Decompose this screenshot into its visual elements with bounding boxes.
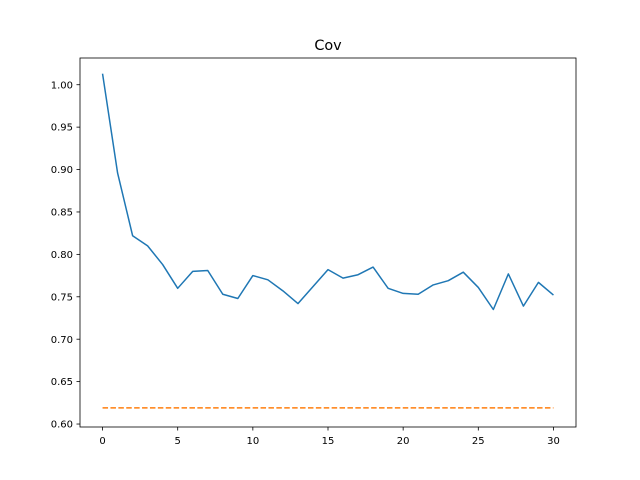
x-tick-label: 15 bbox=[322, 436, 335, 447]
series-group bbox=[101, 73, 554, 409]
y-tick-label: 0.75 bbox=[51, 292, 73, 303]
y-tick-label: 0.95 bbox=[51, 123, 73, 134]
y-tick-label: 0.90 bbox=[51, 165, 73, 176]
x-axis-ticks: 0 5 10 15 20 25 30 bbox=[99, 427, 560, 447]
x-tick-label: 20 bbox=[397, 436, 410, 447]
x-tick-label: 5 bbox=[175, 436, 181, 447]
x-tick-label: 10 bbox=[246, 436, 259, 447]
y-tick-label: 1.00 bbox=[51, 80, 73, 91]
chart-title: Cov bbox=[314, 38, 342, 54]
y-tick-label: 0.60 bbox=[51, 420, 73, 431]
series-line-1 bbox=[101, 73, 554, 311]
plot-area-frame bbox=[79, 57, 577, 428]
x-tick-label: 0 bbox=[99, 436, 105, 447]
x-tick-label: 30 bbox=[547, 436, 560, 447]
y-tick-label: 0.70 bbox=[51, 335, 73, 346]
y-tick-label: 0.80 bbox=[51, 250, 73, 261]
x-tick-label: 25 bbox=[472, 436, 485, 447]
y-axis-ticks: 0.60 0.65 0.70 0.75 0.80 0.85 0.90 0.95 1.00 bbox=[51, 80, 80, 431]
y-tick-label: 0.65 bbox=[51, 377, 73, 388]
y-tick-label: 0.85 bbox=[51, 208, 73, 219]
